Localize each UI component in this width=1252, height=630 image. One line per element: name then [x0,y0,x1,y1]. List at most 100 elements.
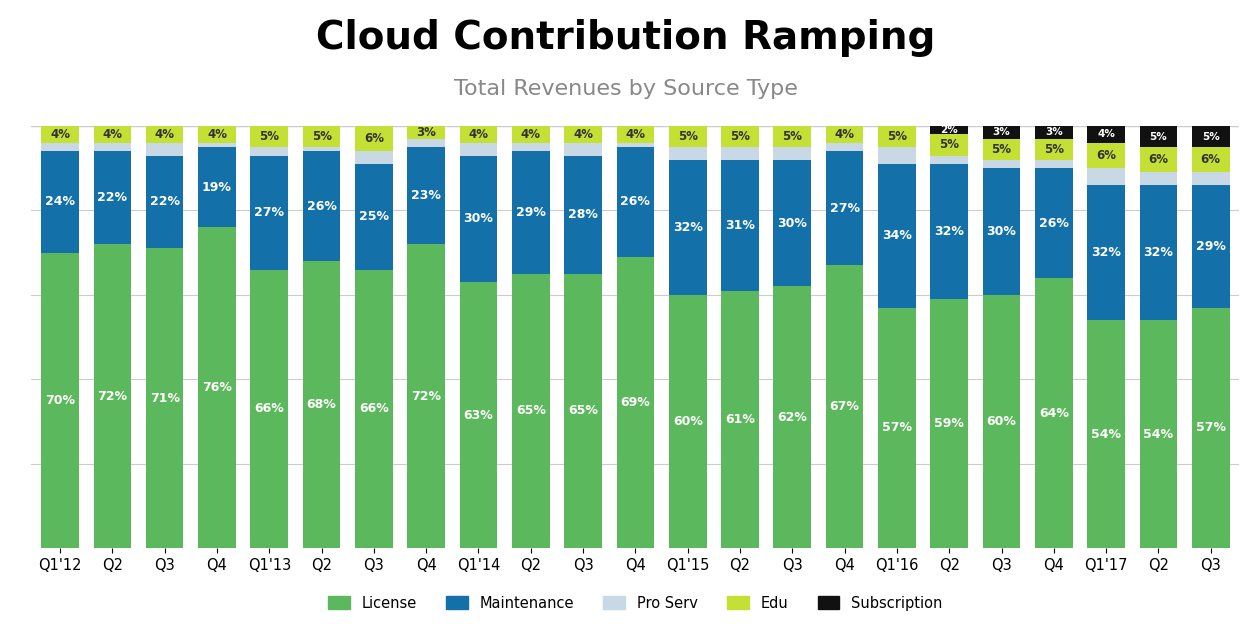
Text: 72%: 72% [411,389,441,403]
Bar [250,147,288,156]
Bar [669,147,706,160]
Bar [878,126,915,147]
Bar [983,168,1020,295]
Bar [94,126,131,143]
Text: 63%: 63% [463,409,493,421]
Text: 34%: 34% [881,229,911,243]
Text: 27%: 27% [830,202,860,215]
Bar [669,160,706,295]
Bar [303,261,341,548]
Text: 5%: 5% [259,130,279,143]
Bar [1139,320,1177,548]
Bar [983,295,1020,548]
Bar [1087,185,1126,320]
Text: 60%: 60% [987,415,1017,428]
Bar [721,147,759,160]
Text: 3%: 3% [993,127,1010,137]
Bar [1139,126,1177,147]
Bar [565,156,602,273]
Bar [565,126,602,143]
Bar [356,270,393,548]
Text: 5%: 5% [677,130,697,143]
Bar [930,126,968,134]
Bar [356,164,393,270]
Bar [145,248,184,548]
Bar [983,126,1020,139]
Bar [1087,320,1126,548]
Bar [1087,143,1126,168]
Bar [983,139,1020,160]
Bar [1087,168,1126,185]
Text: 32%: 32% [934,225,964,238]
Bar [41,126,79,143]
Text: 5%: 5% [886,130,906,143]
Text: 32%: 32% [1143,246,1173,259]
Bar [878,307,915,548]
Text: 76%: 76% [202,381,232,394]
Bar [356,151,393,164]
Bar [250,156,288,270]
Bar [303,147,341,151]
Bar [826,151,864,265]
Text: 25%: 25% [359,210,389,223]
Text: 19%: 19% [202,181,232,193]
Bar [356,126,393,151]
Text: 26%: 26% [621,195,650,209]
Bar [1035,160,1073,168]
Text: 4%: 4% [468,128,488,141]
Bar [198,143,235,147]
Text: Cloud Contribution Ramping: Cloud Contribution Ramping [317,19,935,57]
Bar [774,287,811,548]
Bar [250,126,288,147]
Bar [1035,126,1073,139]
Text: 4%: 4% [50,128,70,141]
Text: 60%: 60% [672,415,702,428]
Text: 23%: 23% [411,189,441,202]
Text: 4%: 4% [626,128,645,141]
Bar [878,164,915,307]
Text: 3%: 3% [1045,127,1063,137]
Text: 5%: 5% [312,130,332,143]
Bar [616,147,655,257]
Text: 4%: 4% [103,128,123,141]
Bar [512,126,550,143]
Bar [1192,126,1229,147]
Bar [1192,147,1229,173]
Legend: License, Maintenance, Pro Serv, Edu, Subscription: License, Maintenance, Pro Serv, Edu, Sub… [324,592,947,615]
Bar [1139,147,1177,173]
Text: 70%: 70% [45,394,75,407]
Text: 26%: 26% [1039,217,1069,229]
Text: 62%: 62% [777,411,808,424]
Bar [512,143,550,151]
Bar [198,147,235,227]
Text: 29%: 29% [1196,240,1226,253]
Text: 5%: 5% [1044,143,1064,156]
Text: 30%: 30% [463,212,493,226]
Text: 71%: 71% [150,392,180,404]
Text: 4%: 4% [155,128,175,141]
Bar [459,156,497,282]
Bar [616,126,655,143]
Text: 64%: 64% [1039,406,1069,420]
Bar [983,160,1020,168]
Text: 4%: 4% [835,128,855,141]
Bar [1035,139,1073,160]
Bar [878,147,915,164]
Bar [930,134,968,156]
Bar [407,244,444,548]
Bar [1035,168,1073,278]
Bar [616,257,655,548]
Text: 27%: 27% [254,206,284,219]
Text: 32%: 32% [672,220,702,234]
Bar [250,270,288,548]
Text: 22%: 22% [150,195,180,209]
Text: 4%: 4% [573,128,593,141]
Bar [1192,307,1229,548]
Text: 4%: 4% [207,128,227,141]
Bar [94,143,131,151]
Text: 54%: 54% [1090,428,1121,440]
Bar [41,143,79,151]
Bar [145,126,184,143]
Text: 66%: 66% [254,403,284,415]
Bar [930,299,968,548]
